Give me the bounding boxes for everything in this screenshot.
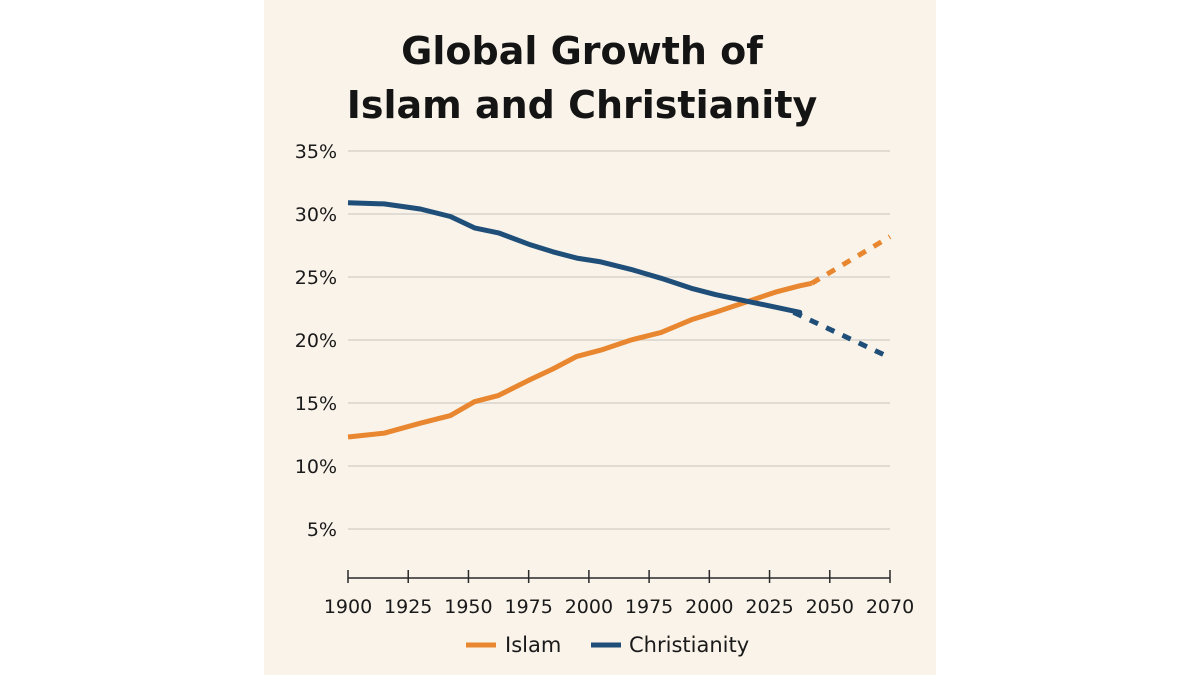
- y-tick-label: 35%: [295, 141, 337, 163]
- chart-title-line-2: Islam and Christianity: [347, 83, 818, 127]
- x-tick-label: 1925: [384, 596, 432, 618]
- series-line-islam: [347, 280, 813, 440]
- y-axis-tick-labels: 35% 30% 25% 20% 15% 10% 5%: [295, 141, 337, 541]
- x-tick-label: 2000: [685, 596, 733, 618]
- chart-title: Global Growth of Islam and Christianity: [347, 29, 818, 127]
- x-axis: [347, 570, 891, 583]
- y-tick-label: 20%: [295, 330, 337, 352]
- x-tick-label: 1900: [324, 596, 372, 618]
- x-tick-label: 1950: [444, 596, 492, 618]
- chart-panel: [264, 0, 936, 675]
- x-tick-label: 2000: [565, 596, 613, 618]
- legend: Islam Christianity: [466, 633, 749, 657]
- x-tick-label: 2050: [806, 596, 854, 618]
- y-tick-label: 25%: [295, 267, 337, 289]
- y-tick-label: 15%: [295, 393, 337, 415]
- y-tick-label: 30%: [295, 204, 337, 226]
- series-lines: [347, 200, 892, 440]
- y-tick-label: 10%: [295, 456, 337, 478]
- series-line-christianity: [347, 200, 803, 315]
- legend-label-islam: Islam: [505, 633, 561, 657]
- x-tick-label: 2025: [745, 596, 793, 618]
- series-projection-islam: [810, 234, 892, 286]
- series-projection-christianity: [792, 310, 892, 360]
- legend-label-christianity: Christianity: [629, 633, 749, 657]
- y-tick-label: 5%: [307, 519, 337, 541]
- x-tick-label: 1975: [504, 596, 552, 618]
- x-tick-label: 2070: [866, 596, 914, 618]
- x-tick-label: 1975: [625, 596, 673, 618]
- chart-title-line-1: Global Growth of: [401, 29, 763, 73]
- grid-lines: [348, 150, 890, 530]
- x-axis-tick-labels: 1900 1925 1950 1975 2000 1975 2000 2025 2050 2070: [324, 596, 914, 618]
